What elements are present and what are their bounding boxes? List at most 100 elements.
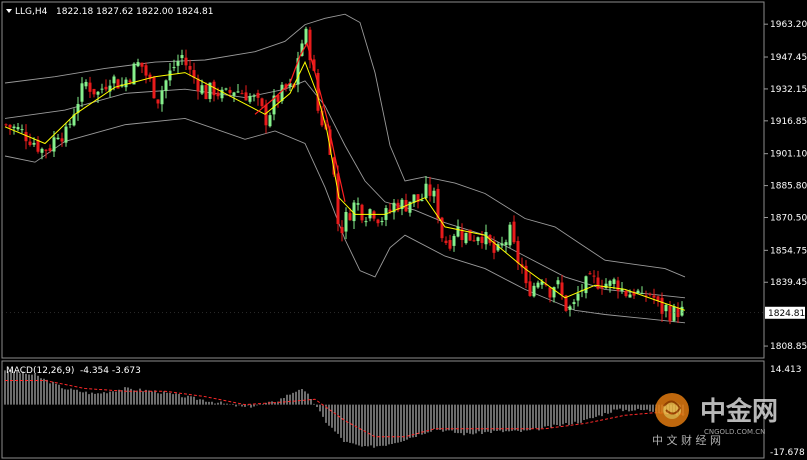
- candle-bull: [12, 126, 16, 129]
- candle-bear: [336, 173, 340, 224]
- candle-bull: [452, 235, 456, 246]
- candle-bear: [360, 204, 364, 221]
- candle-bull: [432, 190, 436, 197]
- macd-axis: 14.413 -17.678: [770, 365, 805, 458]
- candle-bear: [8, 124, 12, 128]
- candle-bull: [288, 83, 292, 87]
- candle-bull: [96, 91, 100, 95]
- candle-bull: [556, 280, 560, 285]
- candle-bear: [616, 280, 620, 292]
- candle-bull: [236, 91, 240, 93]
- candle-bear: [524, 265, 528, 284]
- candle-bear: [660, 297, 664, 314]
- candle-bull: [220, 89, 224, 99]
- candle-bear: [632, 291, 636, 296]
- candle-bull: [672, 306, 676, 321]
- candle-bull: [504, 242, 508, 245]
- candle-bear: [184, 57, 188, 66]
- candle-bear: [516, 240, 520, 264]
- price-tick-label: 1808.85: [770, 342, 807, 352]
- candle-bull: [112, 76, 116, 84]
- watermark-brand: 中金网: [700, 396, 778, 427]
- candle-bull: [500, 243, 504, 246]
- candle-bull: [568, 306, 572, 310]
- candle-bear: [468, 229, 472, 241]
- candle-bear: [140, 62, 144, 67]
- candle-bear: [596, 277, 600, 289]
- candle-bull: [368, 209, 372, 219]
- candle-bull: [620, 288, 624, 291]
- symbol-label: LLG,H4: [15, 7, 48, 17]
- candle-bear: [144, 65, 148, 76]
- candle-bear: [472, 240, 476, 242]
- candle-bear: [256, 92, 260, 98]
- candle-bull: [124, 79, 128, 88]
- ohlc-values: 1822.18 1827.62 1822.00 1824.81: [56, 7, 213, 17]
- candle-bull: [508, 224, 512, 246]
- bollinger-upper-line: [4, 13, 686, 278]
- macd-signal-line: [5, 380, 686, 438]
- candle-bull: [464, 232, 468, 244]
- candle-bull: [64, 126, 68, 143]
- candlesticks: [4, 26, 684, 325]
- price-panel-frame: [1, 1, 765, 359]
- logo-inner-icon: [663, 401, 681, 419]
- candle-bear: [332, 157, 336, 175]
- candle-bear: [44, 149, 48, 151]
- symbol-dropdown-icon[interactable]: [6, 9, 12, 13]
- watermark-small: CNGOLD.COM.CN: [704, 428, 765, 436]
- price-tick-label: 1947.45: [770, 53, 807, 63]
- candle-bear: [492, 241, 496, 253]
- candle-bull: [664, 304, 668, 312]
- ma-fast-line: [4, 60, 686, 311]
- candle-bear: [92, 88, 96, 95]
- macd-tick-label: -17.678: [770, 448, 805, 458]
- candle-bull: [136, 62, 140, 67]
- candle-bull: [540, 281, 544, 285]
- candle-bull: [76, 103, 80, 113]
- candle-bull: [56, 137, 60, 140]
- candle-bear: [416, 194, 420, 202]
- candle-bull: [248, 96, 252, 102]
- candle-bear: [320, 110, 324, 126]
- candle-bull: [268, 115, 272, 127]
- candle-bear: [448, 240, 452, 249]
- candle-bear: [656, 296, 660, 301]
- candle-bear: [260, 98, 264, 107]
- candle-bull: [640, 293, 644, 295]
- candle-bear: [128, 80, 132, 83]
- candle-bull: [356, 203, 360, 205]
- candle-bear: [156, 99, 160, 104]
- candle-bull: [84, 81, 88, 87]
- candle-bear: [228, 90, 232, 93]
- candle-bear: [28, 141, 32, 146]
- candle-bull: [20, 129, 24, 131]
- price-tick-label: 1839.45: [770, 278, 807, 288]
- price-tick-label: 1854.75: [770, 246, 807, 256]
- candle-bear: [116, 79, 120, 89]
- candle-bull: [612, 279, 616, 285]
- price-tick-label: 1916.85: [770, 117, 807, 127]
- price-tick-label: 1885.80: [770, 182, 807, 192]
- candle-bear: [440, 217, 444, 239]
- candle-bull: [280, 84, 284, 102]
- candle-bull: [252, 95, 256, 97]
- macd-values: -4.354 -3.673: [80, 366, 141, 376]
- current-price-box: [765, 306, 805, 319]
- candle-bull: [576, 293, 580, 301]
- candle-bear: [372, 211, 376, 219]
- candle-bear: [480, 236, 484, 244]
- price-tick-label: 1963.20: [770, 20, 807, 30]
- candle-bull: [424, 183, 428, 199]
- candle-bull: [176, 61, 180, 66]
- candle-bull: [68, 123, 72, 125]
- candle-bull: [300, 43, 304, 56]
- candle-bull: [456, 226, 460, 237]
- candle-bull: [604, 283, 608, 289]
- candle-bull: [208, 82, 212, 99]
- candle-bull: [400, 199, 404, 210]
- candle-bear: [652, 295, 656, 298]
- candle-bull: [100, 88, 104, 90]
- candle-bull: [412, 194, 416, 203]
